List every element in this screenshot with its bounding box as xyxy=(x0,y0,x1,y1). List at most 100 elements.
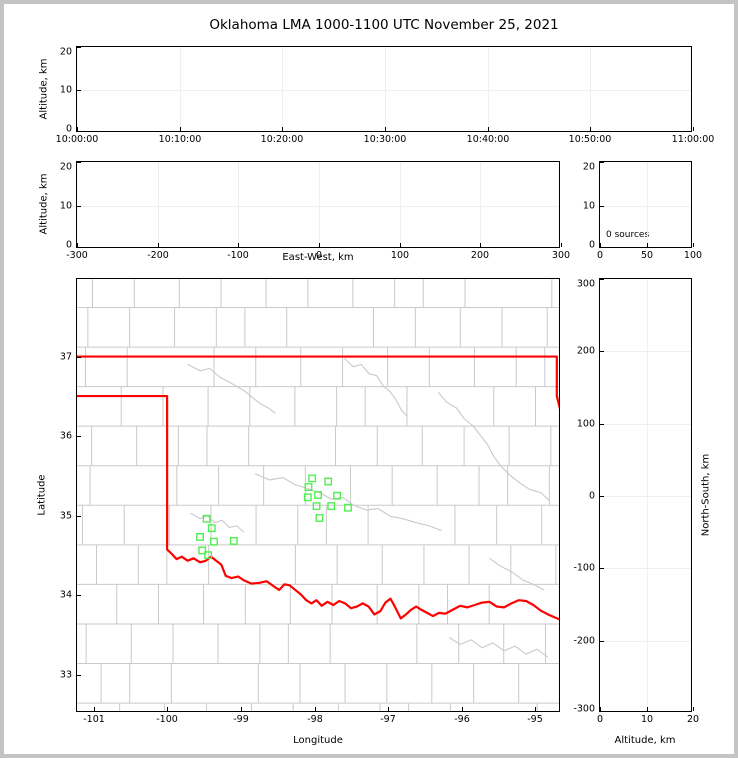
gridline xyxy=(600,568,691,569)
x-tick-label: 300 xyxy=(551,250,571,261)
x-tick-label: 0 xyxy=(596,250,604,261)
gridline xyxy=(282,47,283,131)
source-count-annotation: 0 sources xyxy=(606,230,650,240)
plot-title: Oklahoma LMA 1000-1100 UTC November 25, … xyxy=(209,17,559,33)
x-tick-label: 10:00:00 xyxy=(55,134,99,145)
x-tick-mark xyxy=(561,243,562,247)
gridline xyxy=(600,424,691,425)
y-tick-label: 0 xyxy=(588,239,595,251)
x-tick-mark xyxy=(319,243,320,247)
lma-station-marker xyxy=(198,546,207,555)
x-tick-mark xyxy=(388,707,389,711)
gridline xyxy=(385,47,386,131)
y-tick-mark xyxy=(77,162,81,163)
y-tick-mark xyxy=(77,47,81,48)
y-tick-label: 10 xyxy=(59,200,72,212)
ew-panel-ylabel: Altitude, km xyxy=(38,173,50,235)
ew-panel-xlabel: East-West, km xyxy=(282,252,354,263)
y-tick-label: -100 xyxy=(573,562,595,574)
river-line xyxy=(489,557,545,591)
x-tick-mark xyxy=(693,707,694,711)
gridline xyxy=(238,162,239,247)
y-tick-mark xyxy=(77,595,81,596)
y-tick-label: 0 xyxy=(65,123,72,135)
y-tick-mark xyxy=(600,568,604,569)
oklahoma-map xyxy=(77,279,559,711)
x-tick-label: 50 xyxy=(640,250,654,261)
gridline xyxy=(590,47,591,131)
east-west-height-panel: -300 -200 -100 0 100 200 300 0 10 20 xyxy=(60,161,570,261)
y-tick-label: 10 xyxy=(582,200,595,212)
y-tick-label: 36 xyxy=(59,430,72,442)
y-tick-label: 100 xyxy=(576,418,595,430)
y-tick-mark xyxy=(77,516,81,517)
y-tick-label: 0 xyxy=(65,239,72,251)
y-tick-label: 37 xyxy=(59,351,72,363)
lma-station-marker xyxy=(202,514,211,523)
ns-panel-ylabel: North-South, km xyxy=(700,453,712,537)
lma-station-marker xyxy=(333,491,342,500)
river-line xyxy=(190,512,245,533)
gridline xyxy=(600,496,691,497)
y-tick-label: 33 xyxy=(59,669,72,681)
river-line xyxy=(448,636,549,658)
x-tick-label: 100 xyxy=(390,250,410,261)
x-tick-label: -101 xyxy=(83,714,105,725)
y-tick-mark xyxy=(600,162,604,163)
lma-station-marker xyxy=(229,537,238,545)
gridline xyxy=(480,162,481,247)
x-tick-mark xyxy=(647,707,648,711)
north-south-height-panel: 0 10 20 -300 -200 -100 0 100 200 300 xyxy=(573,278,699,725)
x-tick-label: 10:20:00 xyxy=(260,134,304,145)
x-tick-mark xyxy=(693,127,694,131)
y-tick-mark xyxy=(77,131,81,132)
x-tick-mark xyxy=(77,127,78,131)
y-tick-mark xyxy=(77,675,81,676)
gridline xyxy=(600,351,691,352)
x-tick-label: 10 xyxy=(640,714,654,725)
gridline xyxy=(158,162,159,247)
y-tick-mark xyxy=(600,247,604,248)
x-tick-label: -200 xyxy=(147,250,169,261)
river-line xyxy=(187,363,276,414)
lma-station-marker xyxy=(324,477,333,486)
lma-station-marker xyxy=(204,551,213,560)
x-tick-mark xyxy=(462,707,463,711)
x-tick-label: 10:40:00 xyxy=(466,134,510,145)
oklahoma-state-border xyxy=(77,394,559,621)
y-tick-mark xyxy=(77,357,81,358)
river-line xyxy=(437,391,550,501)
x-tick-mark xyxy=(600,243,601,247)
y-tick-label: 20 xyxy=(582,161,595,173)
x-tick-mark xyxy=(238,243,239,247)
y-tick-label: 10 xyxy=(59,84,72,96)
x-tick-mark xyxy=(167,707,168,711)
x-tick-label: -100 xyxy=(227,250,249,261)
oklahoma-state-border xyxy=(77,355,559,410)
lma-station-marker xyxy=(344,503,352,512)
y-tick-mark xyxy=(600,424,604,425)
x-tick-label: 10:10:00 xyxy=(158,134,202,145)
y-tick-label: 34 xyxy=(59,589,72,601)
x-tick-mark xyxy=(600,707,601,711)
y-tick-mark xyxy=(600,206,604,207)
lma-station-marker xyxy=(327,502,336,511)
x-tick-label: 200 xyxy=(470,250,490,261)
gridline xyxy=(180,47,181,131)
map-ylabel: Latitude xyxy=(36,474,48,516)
gridline xyxy=(77,206,559,207)
x-tick-label: -97 xyxy=(380,714,396,725)
gridline xyxy=(600,641,691,642)
x-tick-label: 20 xyxy=(686,714,700,725)
gridline xyxy=(319,162,320,247)
y-tick-label: 20 xyxy=(59,46,72,58)
x-tick-label: -95 xyxy=(527,714,543,725)
x-tick-mark xyxy=(693,243,694,247)
x-tick-label: 11:00:00 xyxy=(671,134,715,145)
y-tick-label: -300 xyxy=(573,703,595,715)
x-tick-mark xyxy=(94,707,95,711)
gridline xyxy=(400,162,401,247)
y-tick-label: 35 xyxy=(59,510,72,522)
lma-station-marker xyxy=(312,502,321,511)
x-tick-mark xyxy=(385,127,386,131)
